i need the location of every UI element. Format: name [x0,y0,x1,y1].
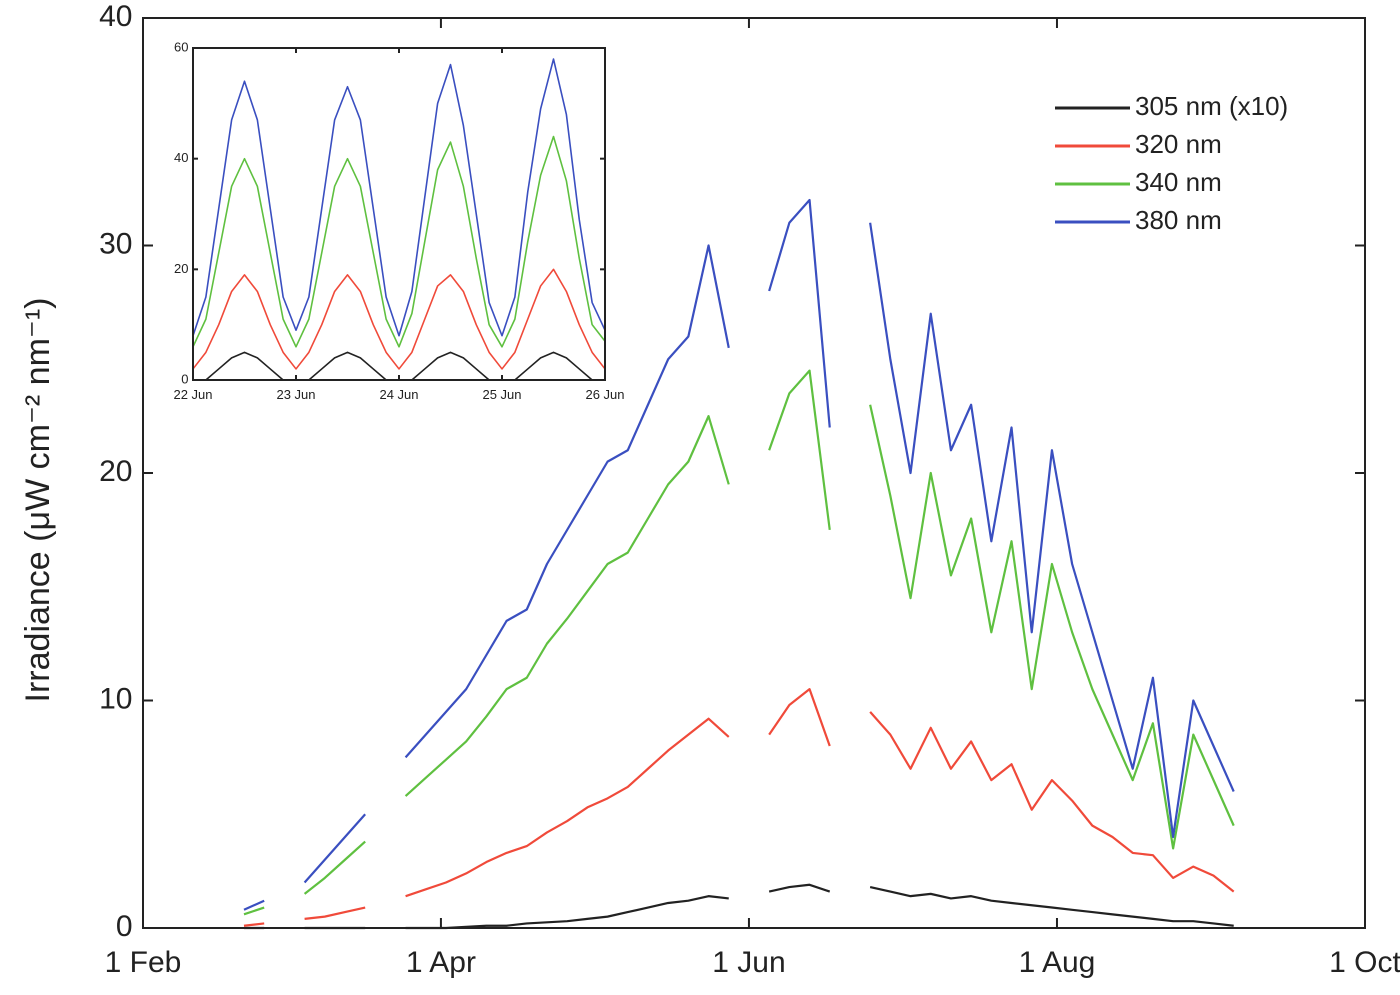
series-line [243,688,1235,927]
y-axis-label: Irradiance (μW cm⁻² nm⁻¹) [19,298,57,703]
x-tick-label: 22 Jun [173,387,212,402]
series-line [243,198,1235,911]
series-line [192,268,606,370]
y-tick-label: 20 [99,455,132,488]
plot-frame [142,17,1366,929]
series-line [192,58,606,337]
legend-label: 340 nm [1135,167,1222,197]
legend-label: 320 nm [1135,129,1222,159]
y-tick-label: 30 [99,227,132,260]
series-line [243,883,1234,930]
y-tick-label: 40 [174,150,188,165]
y-tick-label: 0 [116,910,133,943]
x-tick-label: 25 Jun [482,387,521,402]
x-tick-label: 1 Feb [105,946,182,979]
x-tick-label: 24 Jun [379,387,418,402]
y-tick-label: 40 [99,0,132,33]
plot-frame [192,47,606,381]
x-tick-label: 1 Jun [712,946,785,979]
y-tick-label: 20 [174,261,188,276]
legend-label: 305 nm (x10) [1135,91,1288,121]
y-tick-label: 10 [99,682,132,715]
legend-label: 380 nm [1135,205,1222,235]
x-tick-label: 26 Jun [585,387,624,402]
x-tick-label: 23 Jun [276,387,315,402]
x-tick-label: 1 Oct [1329,946,1400,979]
x-tick-label: 1 Aug [1019,946,1096,979]
y-tick-label: 60 [174,39,188,54]
series-line [243,369,1235,916]
x-tick-label: 1 Apr [406,946,476,979]
series-line [192,135,606,348]
inset-background [193,48,605,380]
y-tick-label: 0 [181,371,188,386]
